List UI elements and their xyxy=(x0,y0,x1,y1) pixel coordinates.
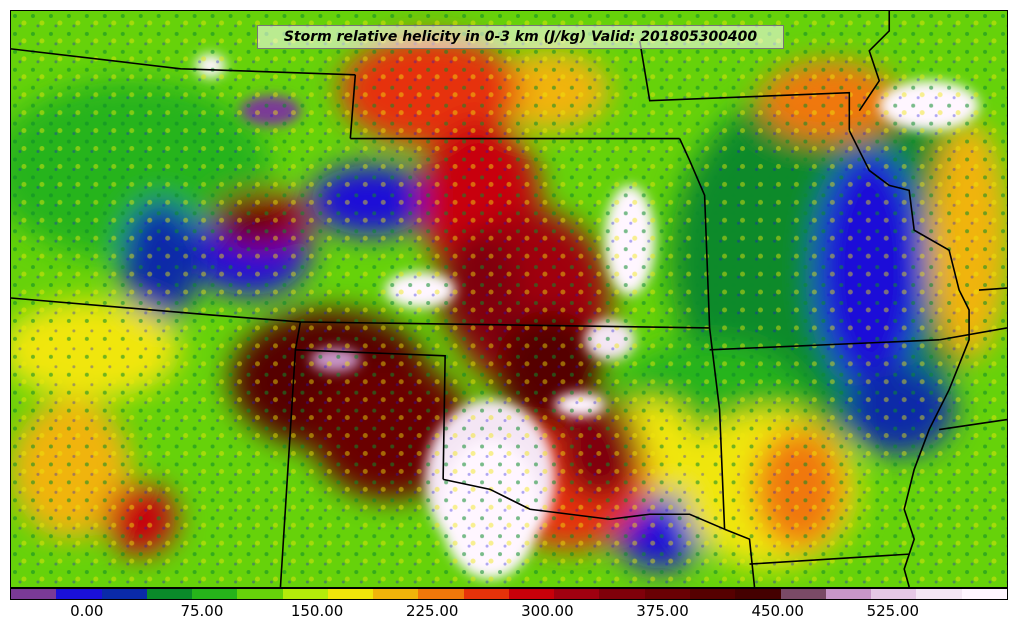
colorbar xyxy=(10,588,1008,600)
colorbar-segment xyxy=(192,589,238,599)
colorbar-segment xyxy=(780,589,826,599)
colorbar-segment xyxy=(327,589,374,599)
colorbar-labels: 0.00 75.00 150.00 225.00 300.00 375.00 450.00 5… xyxy=(10,602,1008,624)
colorbar-segment xyxy=(463,589,509,599)
map-title: Storm relative helicity in 0-3 km (J/kg)… xyxy=(283,29,758,45)
colorbar-segment xyxy=(871,589,917,599)
colorbar-segment xyxy=(101,589,147,599)
map-title-box: Storm relative helicity in 0-3 km (J/kg)… xyxy=(257,25,784,49)
colorbar-segment xyxy=(644,589,690,599)
colorbar-tick-label: 150.00 xyxy=(290,602,344,620)
state-boundaries xyxy=(11,11,1007,587)
colorbar-segment xyxy=(961,589,1007,599)
colorbar-segment xyxy=(56,589,102,599)
colorbar-segment xyxy=(11,589,57,599)
colorbar-segment xyxy=(373,589,419,599)
colorbar-segment xyxy=(599,589,645,599)
colorbar-tick-label: 375.00 xyxy=(636,602,689,620)
field-texture xyxy=(11,11,1007,587)
colorbar-tick-label: 450.00 xyxy=(751,602,804,620)
colorbar-segment xyxy=(689,589,736,599)
colorbar-tick-label: 300.00 xyxy=(521,602,574,620)
colorbar-segment xyxy=(825,589,872,599)
colorbar-tick-label: 225.00 xyxy=(405,602,459,620)
colorbar-tick-label: 525.00 xyxy=(866,602,920,620)
colorbar-segment xyxy=(146,589,193,599)
colorbar-segment xyxy=(735,589,781,599)
colorbar-tick-label: 0.00 xyxy=(70,602,104,620)
colorbar-segment xyxy=(418,589,464,599)
colorbar-tick-label: 75.00 xyxy=(180,602,224,620)
colorbar-segment xyxy=(282,589,328,599)
colorbar-segment xyxy=(554,589,600,599)
colorbar-segment xyxy=(916,589,962,599)
colorbar-segment xyxy=(508,589,555,599)
map-panel: Storm relative helicity in 0-3 km (J/kg)… xyxy=(10,10,1008,588)
helicity-map xyxy=(11,11,1007,587)
colorbar-segment xyxy=(237,589,283,599)
